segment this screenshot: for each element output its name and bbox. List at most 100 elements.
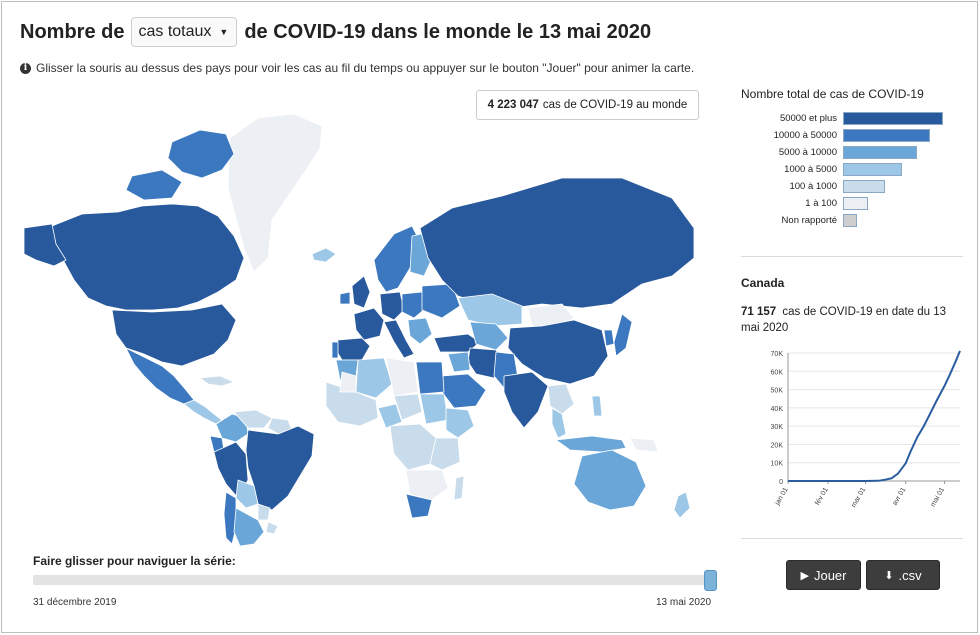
country-spain[interactable] [335,337,371,361]
selected-country-cases: 71 157 cas de COVID-19 en date du 13 mai… [741,304,967,336]
legend-item: 100 à 1000 [741,179,951,196]
country-central-asia[interactable] [469,321,509,351]
play-button[interactable]: ▶ Jouer [786,560,861,590]
country-germany[interactable] [379,291,405,321]
country-saudi-arabia[interactable] [441,373,487,409]
legend-item: 10000 à 50000 [741,128,951,145]
legend-item-swatch [843,180,885,193]
world-map-svg[interactable] [22,108,712,548]
country-bolivia[interactable] [235,479,259,509]
divider [741,538,963,539]
country-poland-central-eu[interactable] [401,291,427,319]
country-venezuela[interactable] [233,409,273,429]
country-japan[interactable] [613,313,633,357]
legend-item: 1000 à 5000 [741,162,951,179]
country-france[interactable] [353,307,385,341]
country-china[interactable] [507,319,609,385]
country-india[interactable] [503,371,549,429]
world-total-value: 4 223 047 [487,99,539,111]
country-uk[interactable] [351,275,371,309]
chart-y-tick-label: 10K [771,461,784,468]
legend-item-swatch [843,163,902,176]
country-argentina[interactable] [233,507,265,547]
legend-item-swatch [843,146,917,159]
country-usa[interactable] [111,303,237,367]
country-iraq-syria[interactable] [447,351,471,373]
country-philippines[interactable] [591,395,603,417]
country-southern-africa[interactable] [405,469,449,501]
download-csv-label: .csv [898,567,922,583]
selected-country-name: Canada [741,276,785,290]
legend-item-swatch [843,112,943,125]
country-sudan[interactable] [419,393,449,425]
country-new-zealand[interactable] [673,491,691,519]
legend-title: Nombre total de cas de COVID-19 [741,87,924,101]
country-cases-chart: 0 10K 20K 30K 40K 50K 60K 70K jan 01 fév 01 mar 01… [748,343,973,513]
country-central-america[interactable] [183,399,223,425]
info-icon: i [20,62,31,74]
chart-x-tick-label: mai 01 [930,486,947,508]
chart-y-tick-label: 50K [771,388,784,395]
download-csv-button[interactable]: ⬇ .csv [866,560,940,590]
chart-y-tick-label: 60K [771,369,784,376]
world-map[interactable] [22,108,712,548]
country-iceland[interactable] [311,247,337,263]
timeline-track[interactable] [33,575,715,585]
country-west-africa-2[interactable] [339,371,357,393]
country-ireland[interactable] [339,291,351,305]
country-canada-arctic-islands[interactable] [167,129,235,179]
country-turkey[interactable] [433,333,481,353]
timeline-handle[interactable] [704,570,717,591]
country-portugal[interactable] [331,341,339,359]
country-chile[interactable] [223,491,237,545]
country-kazakhstan[interactable] [457,293,523,327]
country-italy[interactable] [383,319,415,359]
page-title: Nombre de cas totaux ▼ de COVID-19 dans … [20,16,651,48]
country-uruguay[interactable] [265,521,279,535]
country-ethiopia-horn[interactable] [445,407,475,439]
country-sahel[interactable] [393,393,423,421]
metric-select[interactable]: cas totaux ▼ [131,17,238,47]
chart-series-line [788,350,961,482]
chart-y-tick-label: 70K [771,351,784,358]
title-prefix: Nombre de [20,20,125,43]
country-papua[interactable] [629,437,659,453]
country-west-africa[interactable] [325,381,379,427]
legend-item: Non rapporté [741,213,951,230]
country-east-africa[interactable] [429,437,461,471]
country-madagascar[interactable] [453,475,465,501]
country-brazil[interactable] [245,425,315,511]
download-icon: ⬇ [884,569,894,582]
country-greenland[interactable] [227,113,323,273]
legend-item-swatch [843,214,857,227]
country-south-africa[interactable] [405,493,433,519]
chart-x-tick-label: avr 01 [892,486,908,506]
country-thailand-malaysia[interactable] [551,407,567,439]
country-cuba[interactable] [199,375,235,387]
country-russia[interactable] [419,177,695,309]
country-canada-arctic-islands-2[interactable] [125,169,183,201]
legend-item-swatch [843,197,868,210]
country-balkans[interactable] [407,317,433,345]
country-indochina[interactable] [547,383,575,415]
legend-item-label: Non rapporté [781,215,837,226]
country-nigeria[interactable] [377,403,403,429]
title-suffix: de COVID-19 dans le monde le 13 mai 2020 [244,20,652,43]
legend-item: 50000 et plus [741,111,951,128]
country-algeria[interactable] [355,357,393,399]
country-indonesia[interactable] [555,435,627,453]
country-canada[interactable] [51,203,245,311]
country-egypt[interactable] [415,361,445,395]
play-button-label: Jouer [813,567,847,583]
country-australia[interactable] [573,449,647,511]
chart-y-tick-label: 30K [771,424,784,431]
timeline-end-date: 13 mai 2020 [656,597,712,608]
country-central-africa[interactable] [389,423,437,471]
country-libya[interactable] [385,357,419,397]
selected-country-cases-value: 71 157 [741,306,777,318]
legend-item: 5000 à 10000 [741,145,951,162]
country-alaska[interactable] [23,223,67,267]
country-korea[interactable] [603,329,615,347]
country-paraguay[interactable] [257,503,271,521]
